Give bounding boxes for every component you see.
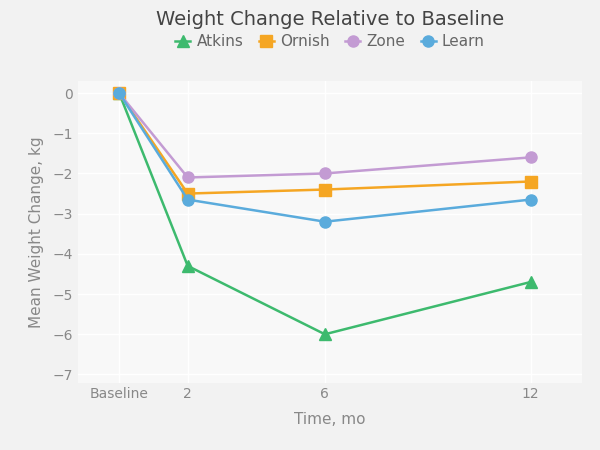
Ornish <box>184 191 191 196</box>
Zone <box>184 175 191 180</box>
Ornish <box>527 179 534 184</box>
Legend: Atkins, Ornish, Zone, Learn: Atkins, Ornish, Zone, Learn <box>175 34 485 50</box>
Title: Weight Change Relative to Baseline: Weight Change Relative to Baseline <box>156 10 504 29</box>
Atkins <box>527 279 534 285</box>
Line: Learn: Learn <box>113 87 536 227</box>
Learn <box>116 90 123 96</box>
Atkins <box>321 332 328 337</box>
Zone <box>527 155 534 160</box>
Learn <box>184 197 191 202</box>
Ornish <box>116 90 123 96</box>
X-axis label: Time, mo: Time, mo <box>294 413 366 428</box>
Zone <box>321 171 328 176</box>
Ornish <box>321 187 328 192</box>
Zone <box>116 90 123 96</box>
Y-axis label: Mean Weight Change, kg: Mean Weight Change, kg <box>29 136 44 328</box>
Line: Zone: Zone <box>113 87 536 183</box>
Atkins <box>184 263 191 269</box>
Line: Ornish: Ornish <box>113 87 536 199</box>
Learn <box>527 197 534 202</box>
Line: Atkins: Atkins <box>113 87 536 340</box>
Learn <box>321 219 328 225</box>
Atkins <box>116 90 123 96</box>
